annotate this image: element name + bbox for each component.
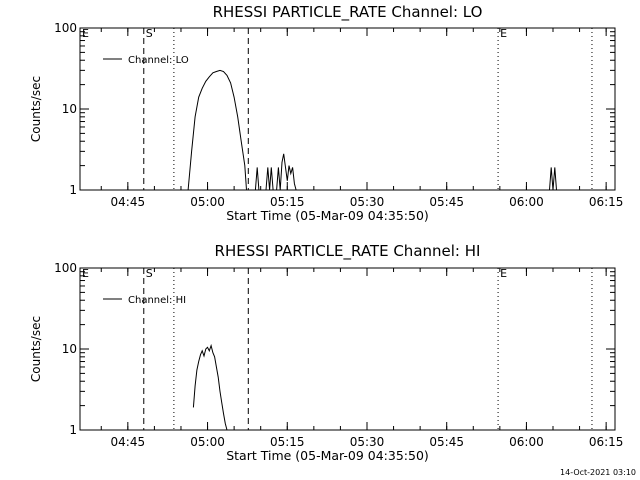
marker-label: E [500,27,507,40]
data-series-line [265,167,274,191]
x-tick-label: 05:15 [270,195,305,209]
x-tick-label: 04:45 [111,195,146,209]
chart-title: RHESSI PARTICLE_RATE Channel: LO [213,3,483,22]
marker-label: E [82,267,89,280]
marker-label: S [146,267,153,280]
y-tick-label: 100 [54,21,77,35]
marker-label: S [146,27,153,40]
x-tick-label: 05:00 [190,435,225,449]
x-tick-label: 05:00 [190,195,225,209]
x-tick-label: 06:15 [589,195,624,209]
x-tick-label: 05:45 [429,435,464,449]
chart-panel-0: RHESSI PARTICLE_RATE Channel: LO E S E 1 10 10… [29,3,623,223]
x-tick-label: 06:00 [509,435,544,449]
x-tick-label: 06:15 [589,435,624,449]
x-tick-label: 05:30 [350,435,385,449]
x-axis-label: Start Time (05-Mar-09 04:35:50) [226,448,429,463]
x-tick-label: 05:30 [350,195,385,209]
y-axis-label: Counts/sec [29,316,43,382]
data-series-line [187,69,247,191]
x-tick-label: 06:00 [509,195,544,209]
y-tick-label: 1 [69,183,77,197]
y-tick-label: 10 [62,102,77,116]
y-tick-label: 10 [62,342,77,356]
x-axis-label: Start Time (05-Mar-09 04:35:50) [226,208,429,223]
footer-timestamp: 14-Oct-2021 03:10 [560,468,636,477]
data-series-line [549,167,557,191]
data-series-line [254,167,260,191]
chart-title: RHESSI PARTICLE_RATE Channel: HI [215,242,481,261]
data-series-line [276,153,297,191]
data-series-line [192,343,228,431]
y-axis-label: Counts/sec [29,76,43,142]
legend-label: Channel: HI [128,295,186,306]
x-tick-label: 05:45 [429,195,464,209]
y-tick-label: 100 [54,261,77,275]
legend-label: Channel: LO [128,55,189,66]
marker-label: E [500,267,507,280]
marker-label: E [82,27,89,40]
x-tick-label: 05:15 [270,435,305,449]
y-tick-label: 1 [69,423,77,437]
chart-panel-1: RHESSI PARTICLE_RATE Channel: HI E S E 1 10 10… [29,242,623,463]
x-tick-label: 04:45 [111,435,146,449]
